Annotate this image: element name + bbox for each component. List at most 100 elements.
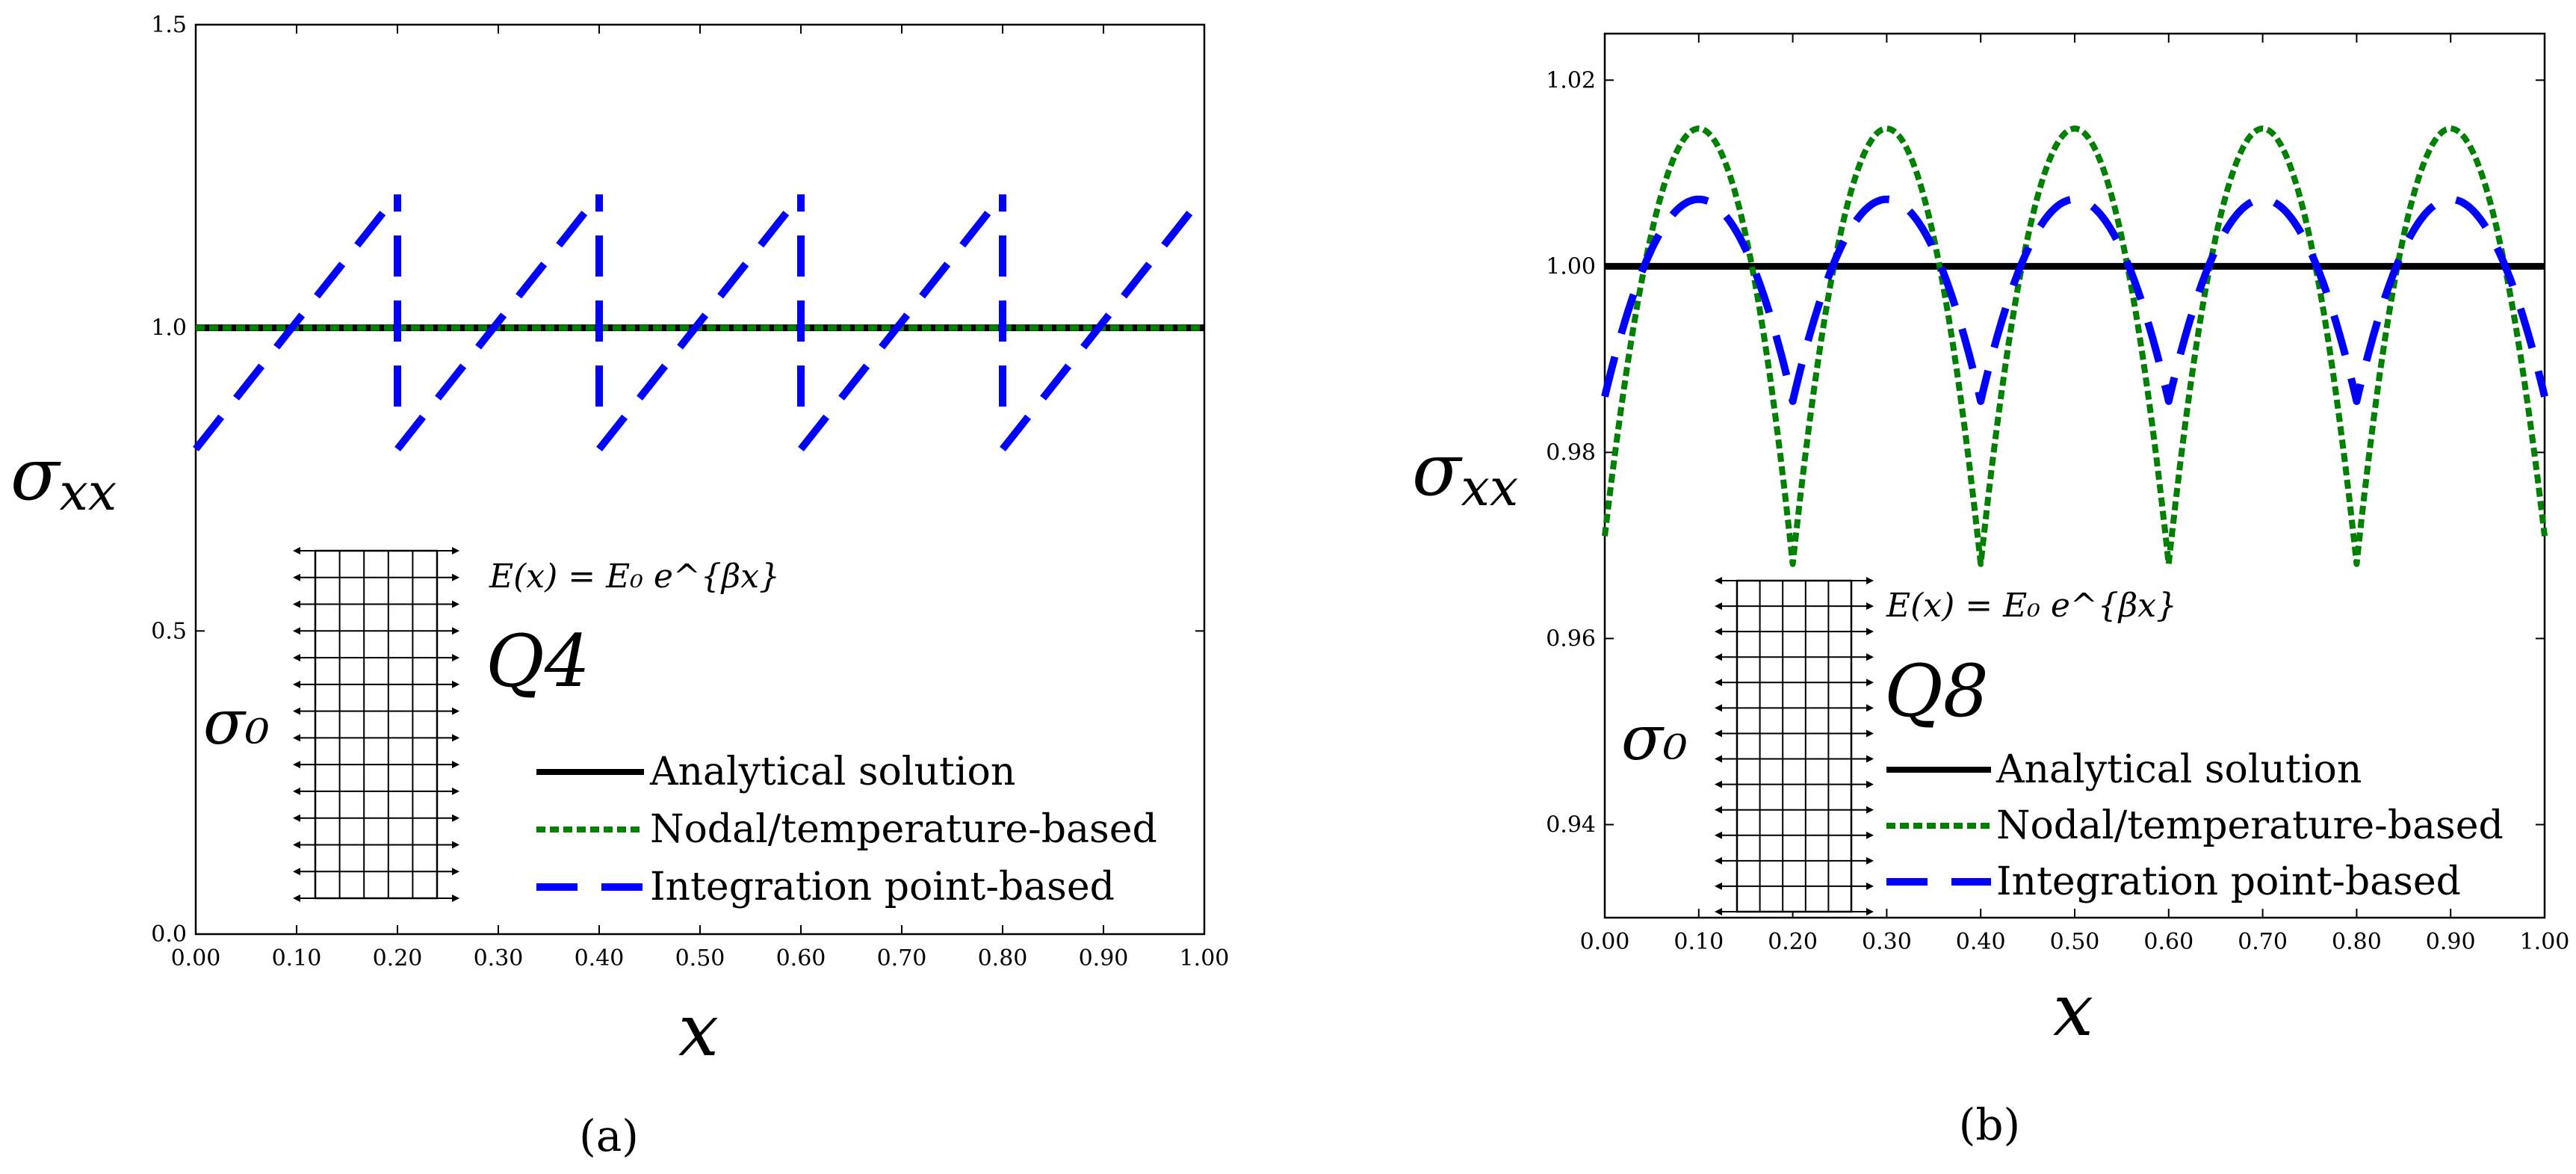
mesh-outline: [1736, 579, 1853, 913]
traction-arrowhead-left: [293, 814, 300, 822]
traction-arrowhead-left: [293, 868, 300, 876]
traction-arrowhead-right: [452, 761, 459, 769]
traction-arrowhead-right: [1866, 679, 1874, 687]
traction-arrowhead-left: [293, 734, 300, 742]
legend-label-nodal-a: Nodal/temperature-based: [650, 807, 1157, 852]
traction-arrowhead-left: [293, 547, 300, 554]
x-tick-label: 1.00: [1180, 945, 1230, 971]
x-tick-label: 0.30: [474, 945, 524, 971]
x-tick-label: 0.20: [373, 945, 423, 971]
x-axis-label-b: x: [2053, 968, 2093, 1052]
traction-arrowhead-right: [1866, 628, 1874, 636]
y-tick-label: 0.5: [151, 618, 187, 644]
element-label-a: Q4: [486, 620, 590, 703]
caption-b: (b): [1959, 1099, 2020, 1150]
series-integration-point-based-segment: [1000, 192, 1207, 452]
y-tick-label: 1.0: [151, 315, 187, 342]
x-ticks-b: 0.00 0.10 0.20 0.30 0.40 0.50 0.60 0.70 0.80 0.90…: [1580, 34, 2570, 955]
traction-arrowhead-left: [293, 627, 300, 635]
x-tick-label: 0.50: [675, 945, 725, 971]
x-tick-label: 0.60: [776, 945, 826, 971]
traction-arrowhead-right: [452, 734, 459, 742]
traction-arrowhead-right: [452, 573, 459, 581]
x-tick-label: 0.40: [575, 945, 625, 971]
traction-arrowhead-left: [293, 895, 300, 902]
x-tick-label: 0.00: [171, 945, 221, 971]
legend-label-analytical-a: Analytical solution: [649, 750, 1015, 794]
x-tick-label: 0.10: [1674, 929, 1724, 955]
y-tick-label: 1.5: [151, 12, 187, 38]
y-tick-label: 1.02: [1546, 67, 1596, 93]
x-tick-label: 0.60: [2143, 929, 2193, 955]
traction-arrowhead-right: [1866, 882, 1874, 890]
caption-a: (a): [579, 1110, 639, 1161]
series-nodal-temperature-based-line: [1602, 126, 2548, 567]
series-integration-point-based-segment: [798, 192, 1006, 452]
traction-arrowhead-right: [452, 627, 459, 635]
traction-arrowhead-right: [452, 547, 459, 554]
traction-arrowhead-right: [1866, 908, 1874, 915]
x-tick-label: 0.80: [978, 945, 1028, 971]
x-tick-label: 1.00: [2520, 929, 2570, 955]
traction-arrowhead-left: [1715, 602, 1722, 611]
panel-a: 0.0 0.5 1.0 1.5 0.00 0.10 0.20 0.30 0.40 0.50 0.6…: [10, 12, 1229, 1161]
traction-arrowhead-left: [1715, 628, 1722, 636]
panel-b: 0.94 0.96 0.98 1.00 1.02 0.00 0.10 0.20 0.30 0.4…: [1412, 32, 2570, 1150]
traction-arrowhead-right: [1866, 755, 1874, 763]
y-tick-label: 0.98: [1546, 439, 1596, 466]
legend-label-integration-b: Integration point-based: [1996, 859, 2461, 904]
traction-arrowhead-right: [452, 787, 459, 795]
legend-b: Analytical solution Nodal/temperature-ba…: [1886, 747, 2504, 904]
mesh-inset-a: [293, 547, 459, 902]
traction-arrowhead-left: [293, 654, 300, 662]
y-tick-label: 1.00: [1546, 253, 1596, 279]
traction-arrowhead-left: [1715, 856, 1722, 865]
traction-arrowhead-left: [293, 680, 300, 688]
y-ticks-b: 0.94 0.96 0.98 1.00 1.02: [1546, 67, 2545, 838]
traction-arrowhead-left: [1715, 653, 1722, 661]
series-integration-point-based-segment: [596, 192, 804, 452]
series-integration-point-based-segment: [394, 192, 602, 452]
traction-arrowhead-left: [1715, 729, 1722, 738]
traction-arrowhead-right: [1866, 831, 1874, 839]
traction-arrowhead-right: [452, 868, 459, 876]
x-tick-label: 0.00: [1580, 929, 1630, 955]
traction-arrowhead-right: [1866, 856, 1874, 865]
x-tick-label: 0.80: [2332, 929, 2382, 955]
x-tick-label: 0.40: [1956, 929, 2006, 955]
traction-arrowhead-right: [452, 680, 459, 688]
equation-label-b: E(x) = E₀ e^{βx}: [1886, 587, 2177, 625]
traction-arrowhead-right: [1866, 806, 1874, 814]
traction-arrowhead-left: [1715, 908, 1722, 915]
element-label-b: Q8: [1884, 649, 1989, 733]
sigma0-label-b: σ₀: [1621, 703, 1688, 774]
mesh-outline: [314, 549, 439, 900]
legend-label-integration-a: Integration point-based: [650, 865, 1115, 909]
x-tick-label: 0.30: [1862, 929, 1912, 955]
traction-arrowhead-left: [293, 707, 300, 715]
mesh-inset-b: [1715, 577, 1874, 915]
y-axis-label-a: σxx: [10, 433, 117, 522]
traction-arrowhead-left: [1715, 679, 1722, 687]
traction-arrowhead-right: [1866, 780, 1874, 788]
legend-label-analytical-b: Analytical solution: [1996, 747, 2362, 792]
traction-arrowhead-right: [1866, 602, 1874, 611]
traction-arrowhead-right: [1866, 729, 1874, 738]
x-ticks-a: 0.00 0.10 0.20 0.30 0.40 0.50 0.60 0.70 0.80 0.90…: [171, 25, 1230, 971]
traction-arrowhead-right: [1866, 577, 1874, 584]
traction-arrowhead-left: [1715, 704, 1722, 712]
equation-label-a: E(x) = E₀ e^{βx}: [489, 557, 780, 596]
traction-arrowhead-left: [293, 787, 300, 795]
traction-arrowhead-right: [452, 654, 459, 662]
traction-arrowhead-left: [1715, 780, 1722, 788]
y-axis-label-b: σxx: [1412, 428, 1518, 518]
series-a: [193, 192, 1207, 452]
traction-arrowhead-left: [293, 573, 300, 581]
traction-arrowhead-right: [452, 707, 459, 715]
traction-arrowhead-right: [452, 814, 459, 822]
y-tick-label: 0.94: [1546, 812, 1596, 838]
x-tick-label: 0.90: [1079, 945, 1129, 971]
traction-arrowhead-right: [1866, 704, 1874, 712]
series-integration-point-based-segment: [193, 192, 400, 452]
